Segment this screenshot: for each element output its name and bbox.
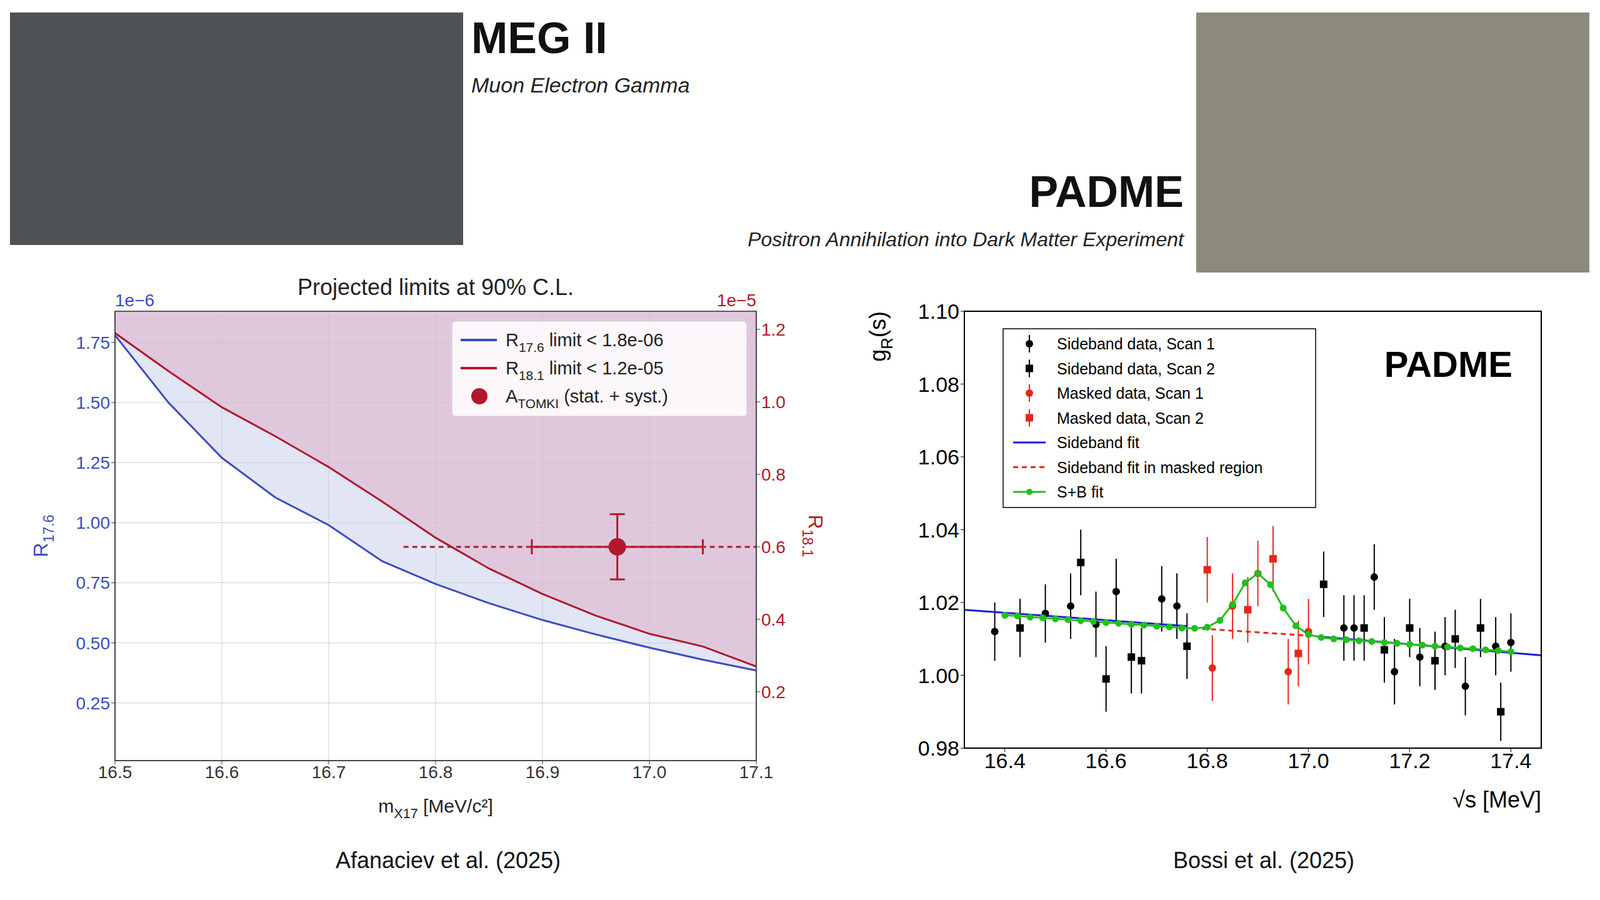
svg-text:17.1: 17.1 — [739, 762, 774, 782]
svg-text:16.6: 16.6 — [1085, 748, 1127, 773]
svg-text:1.00: 1.00 — [918, 663, 960, 688]
svg-text:Sideband fit in masked region: Sideband fit in masked region — [1056, 458, 1263, 477]
svg-text:1.00: 1.00 — [76, 513, 111, 533]
svg-text:ATOMKI (stat. + syst.): ATOMKI (stat. + syst.) — [505, 386, 669, 411]
svg-text:R17.6 limit < 1.8e-06: R17.6 limit < 1.8e-06 — [505, 330, 664, 355]
html-text:Afanaciev et al. (2025): Afanaciev et al. (2025) — [335, 847, 561, 874]
svg-text:1.75: 1.75 — [76, 333, 111, 353]
svg-text:16.4: 16.4 — [984, 748, 1026, 773]
svg-text:Projected limits at 90% C.L.: Projected limits at 90% C.L. — [297, 274, 574, 300]
svg-text:Masked data, Scan 2: Masked data, Scan 2 — [1056, 409, 1204, 427]
svg-text:16.6: 16.6 — [205, 762, 240, 782]
svg-text:R18.1: R18.1 — [799, 515, 827, 558]
svg-text:1.25: 1.25 — [76, 453, 111, 473]
svg-text:0.4: 0.4 — [761, 610, 786, 630]
svg-text:16.8: 16.8 — [418, 762, 454, 782]
svg-text:Sideband data, Scan 2: Sideband data, Scan 2 — [1056, 360, 1215, 378]
svg-text:0.25: 0.25 — [76, 693, 111, 714]
html-text:Muon Electron Gamma: Muon Electron Gamma — [471, 73, 690, 97]
svg-text:16.7: 16.7 — [311, 762, 347, 782]
svg-text:mX17 [MeV/c²]: mX17 [MeV/c²] — [378, 795, 493, 822]
svg-text:0.98: 0.98 — [918, 736, 960, 760]
svg-text:1e−5: 1e−5 — [716, 290, 757, 310]
svg-text:16.8: 16.8 — [1186, 748, 1229, 773]
svg-text:gR(s): gR(s) — [865, 311, 896, 362]
svg-text:1.08: 1.08 — [918, 372, 960, 397]
html-text:PADME: PADME — [1029, 167, 1184, 217]
svg-text:1.10: 1.10 — [918, 299, 960, 324]
svg-text:1.0: 1.0 — [761, 392, 786, 412]
svg-text:Sideband fit: Sideband fit — [1056, 433, 1140, 452]
svg-text:17.0: 17.0 — [632, 762, 667, 782]
svg-text:1.04: 1.04 — [918, 518, 960, 542]
svg-text:PADME: PADME — [1384, 343, 1513, 385]
html-text:Bossi et al. (2025): Bossi et al. (2025) — [1173, 847, 1355, 874]
svg-text:1.02: 1.02 — [918, 590, 960, 615]
svg-text:0.75: 0.75 — [76, 573, 111, 593]
svg-text:17.4: 17.4 — [1490, 748, 1532, 773]
svg-text:Sideband data, Scan 1: Sideband data, Scan 1 — [1056, 335, 1215, 353]
svg-text:1e−6: 1e−6 — [115, 290, 155, 310]
svg-text:1.06: 1.06 — [918, 445, 960, 469]
svg-text:17.2: 17.2 — [1388, 748, 1430, 773]
svg-text:1.50: 1.50 — [76, 393, 111, 413]
svg-text:17.0: 17.0 — [1287, 748, 1329, 773]
svg-text:S+B fit: S+B fit — [1056, 483, 1104, 501]
html-text:MEG II: MEG II — [471, 13, 608, 63]
svg-text:0.6: 0.6 — [761, 537, 786, 557]
svg-text:R17.6: R17.6 — [29, 515, 57, 558]
svg-text:0.50: 0.50 — [76, 633, 111, 654]
html-text:Positron Annihilation into Dar: Positron Annihilation into Dark Matter E… — [747, 228, 1184, 251]
svg-text:16.5: 16.5 — [98, 762, 133, 782]
svg-text:Masked data, Scan 1: Masked data, Scan 1 — [1056, 384, 1204, 402]
svg-text:√s [MeV]: √s [MeV] — [1452, 786, 1542, 813]
svg-text:R18.1 limit < 1.2e-05: R18.1 limit < 1.2e-05 — [505, 358, 664, 383]
svg-text:1.2: 1.2 — [761, 320, 786, 340]
svg-text:0.2: 0.2 — [761, 682, 786, 702]
svg-text:16.9: 16.9 — [525, 762, 560, 782]
svg-text:0.8: 0.8 — [761, 465, 786, 485]
